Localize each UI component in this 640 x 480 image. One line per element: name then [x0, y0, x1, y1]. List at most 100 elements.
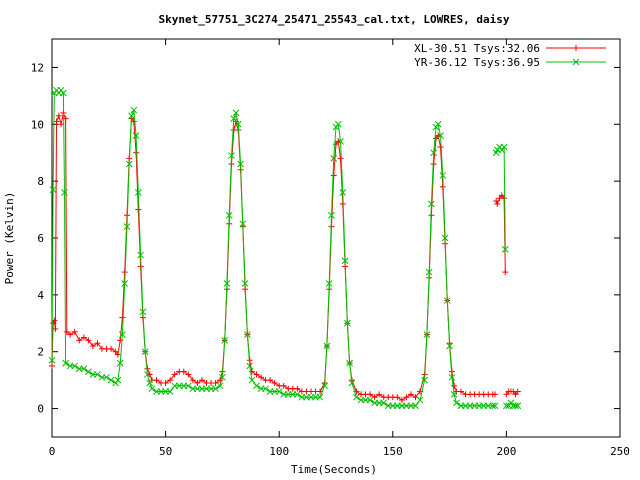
series-2-point [184, 382, 192, 390]
series-2-point [328, 211, 335, 219]
series-2-point [439, 172, 447, 179]
series-1-point [198, 377, 205, 384]
series-2-point [228, 152, 235, 159]
y-tick-label: 4 [37, 289, 44, 302]
series-1-point [337, 155, 344, 162]
series-2-point [121, 280, 129, 287]
x-tick-label: 50 [159, 445, 172, 458]
series-1-point [437, 144, 444, 151]
series-2-point [239, 220, 247, 228]
series-1-point [280, 382, 287, 389]
series-2-point [107, 376, 115, 384]
series-2-point [248, 376, 256, 384]
series-1-point [185, 371, 192, 378]
series-2-point [344, 319, 351, 327]
series-1-point [89, 343, 96, 350]
series-1-point [171, 371, 178, 378]
y-tick-label: 2 [37, 346, 44, 359]
series-2-point [237, 160, 244, 168]
series-1-line [495, 194, 506, 273]
x-axis-label: Time(Seconds) [291, 463, 377, 476]
y-tick-label: 10 [31, 118, 44, 131]
series-2-point [412, 402, 419, 410]
series-1-point [271, 379, 278, 386]
x-tick-label: 0 [49, 445, 56, 458]
series-1-point [294, 385, 301, 392]
series-2-point [94, 371, 101, 378]
series-1-point [403, 394, 410, 401]
series-2-point [348, 379, 356, 387]
series-1-point [108, 345, 115, 352]
series-2-point [241, 280, 249, 287]
series-2-point [512, 402, 519, 410]
series-1-point [451, 382, 458, 389]
series-1-point [50, 320, 57, 327]
series-2-point [453, 399, 460, 407]
series-2-point [223, 280, 231, 287]
series-1-line [51, 111, 495, 401]
y-tick-label: 8 [37, 175, 44, 188]
series-2-point [230, 115, 238, 122]
series-1-point [49, 362, 55, 369]
chart-title: Skynet_57751_3C274_25471_25543_cal.txt, … [159, 13, 510, 26]
series-2-point [450, 391, 458, 398]
series-1-point [502, 269, 509, 276]
series-1-point [376, 391, 383, 398]
series-2-point [60, 89, 67, 97]
series-2-point [234, 120, 242, 128]
legend-marker [573, 45, 579, 51]
series-2-point [425, 268, 433, 276]
x-tick-label: 200 [496, 445, 516, 458]
series-2-point [84, 368, 92, 375]
series-2-point [134, 189, 142, 196]
series-2-point [339, 189, 347, 196]
series-2-point [125, 160, 133, 168]
y-tick-label: 12 [31, 61, 44, 74]
series-2-point [123, 223, 131, 230]
plot-frame [51, 38, 621, 438]
series-2-point [246, 362, 254, 370]
series-2-line [51, 89, 495, 407]
series-2-point [434, 120, 442, 128]
series-2-point [500, 143, 508, 151]
y-axis-label: Power (Kelvin) [3, 192, 16, 285]
series-2-point [216, 382, 224, 390]
y-tick-label: 6 [37, 232, 44, 245]
series-2-point [443, 297, 451, 304]
series-2-point [71, 362, 79, 370]
series-2-point [148, 385, 156, 393]
series-2-point [316, 393, 324, 401]
series-2-point [225, 211, 233, 219]
series-1-point [501, 195, 508, 202]
series-layer [48, 86, 522, 410]
series-2-point [146, 379, 154, 387]
series-2-point [275, 388, 283, 395]
series-2-point [423, 331, 431, 339]
series-1-point [514, 388, 521, 395]
series-2-point [380, 399, 388, 407]
series-2-point [49, 186, 57, 194]
series-1-point [394, 394, 401, 401]
series-2-point [437, 132, 444, 140]
series-2-point [232, 109, 240, 117]
series-2-point [446, 342, 453, 350]
series-1-point [494, 200, 501, 207]
series-2-point [430, 149, 438, 157]
series-2-point [61, 189, 68, 196]
series-2-point [221, 336, 229, 344]
x-tick-label: 150 [383, 445, 403, 458]
series-2-point [501, 246, 509, 253]
series-1-point [76, 337, 83, 344]
series-2-point [119, 331, 126, 339]
series-2-point [253, 382, 260, 390]
series-1-point [52, 325, 59, 332]
series-2-point [244, 331, 251, 339]
series-1-point [194, 379, 201, 386]
series-2-point [103, 373, 110, 381]
series-2-point [341, 257, 349, 265]
series-2-point [503, 402, 510, 410]
series-1-point [407, 391, 414, 398]
series-2-point [132, 132, 140, 140]
series-2-point [48, 356, 56, 364]
